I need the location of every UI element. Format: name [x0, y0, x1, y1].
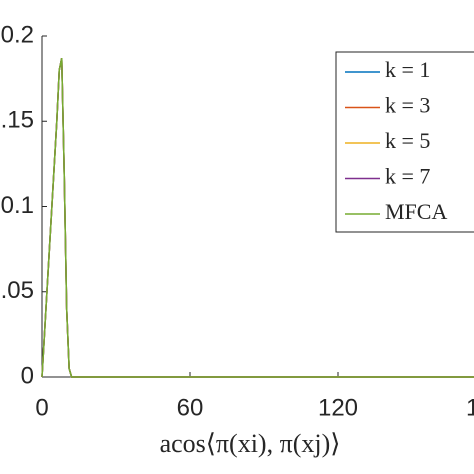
y-tick-label: 0.1: [1, 192, 34, 219]
legend-label: k = 7: [385, 164, 430, 189]
x-tick-label: 60: [177, 394, 204, 421]
legend-label: k = 1: [385, 57, 430, 82]
x-axis-label: acos⟨π(xi), π(xj)⟩: [160, 429, 341, 458]
legend-label: k = 3: [385, 93, 430, 118]
legend-label: k = 5: [385, 128, 430, 153]
legend-box: [335, 51, 474, 233]
y-tick-label: 0.05: [0, 277, 34, 304]
y-tick-label: 0: [21, 362, 34, 389]
x-tick-label: 0: [35, 394, 48, 421]
x-tick-label: 180: [466, 394, 474, 421]
y-tick-label: 0.15: [0, 107, 34, 134]
y-tick-label: 0.2: [1, 21, 34, 48]
series-line: [41, 58, 474, 378]
x-tick-label: 120: [318, 394, 358, 421]
legend-label: MFCA: [385, 199, 447, 224]
